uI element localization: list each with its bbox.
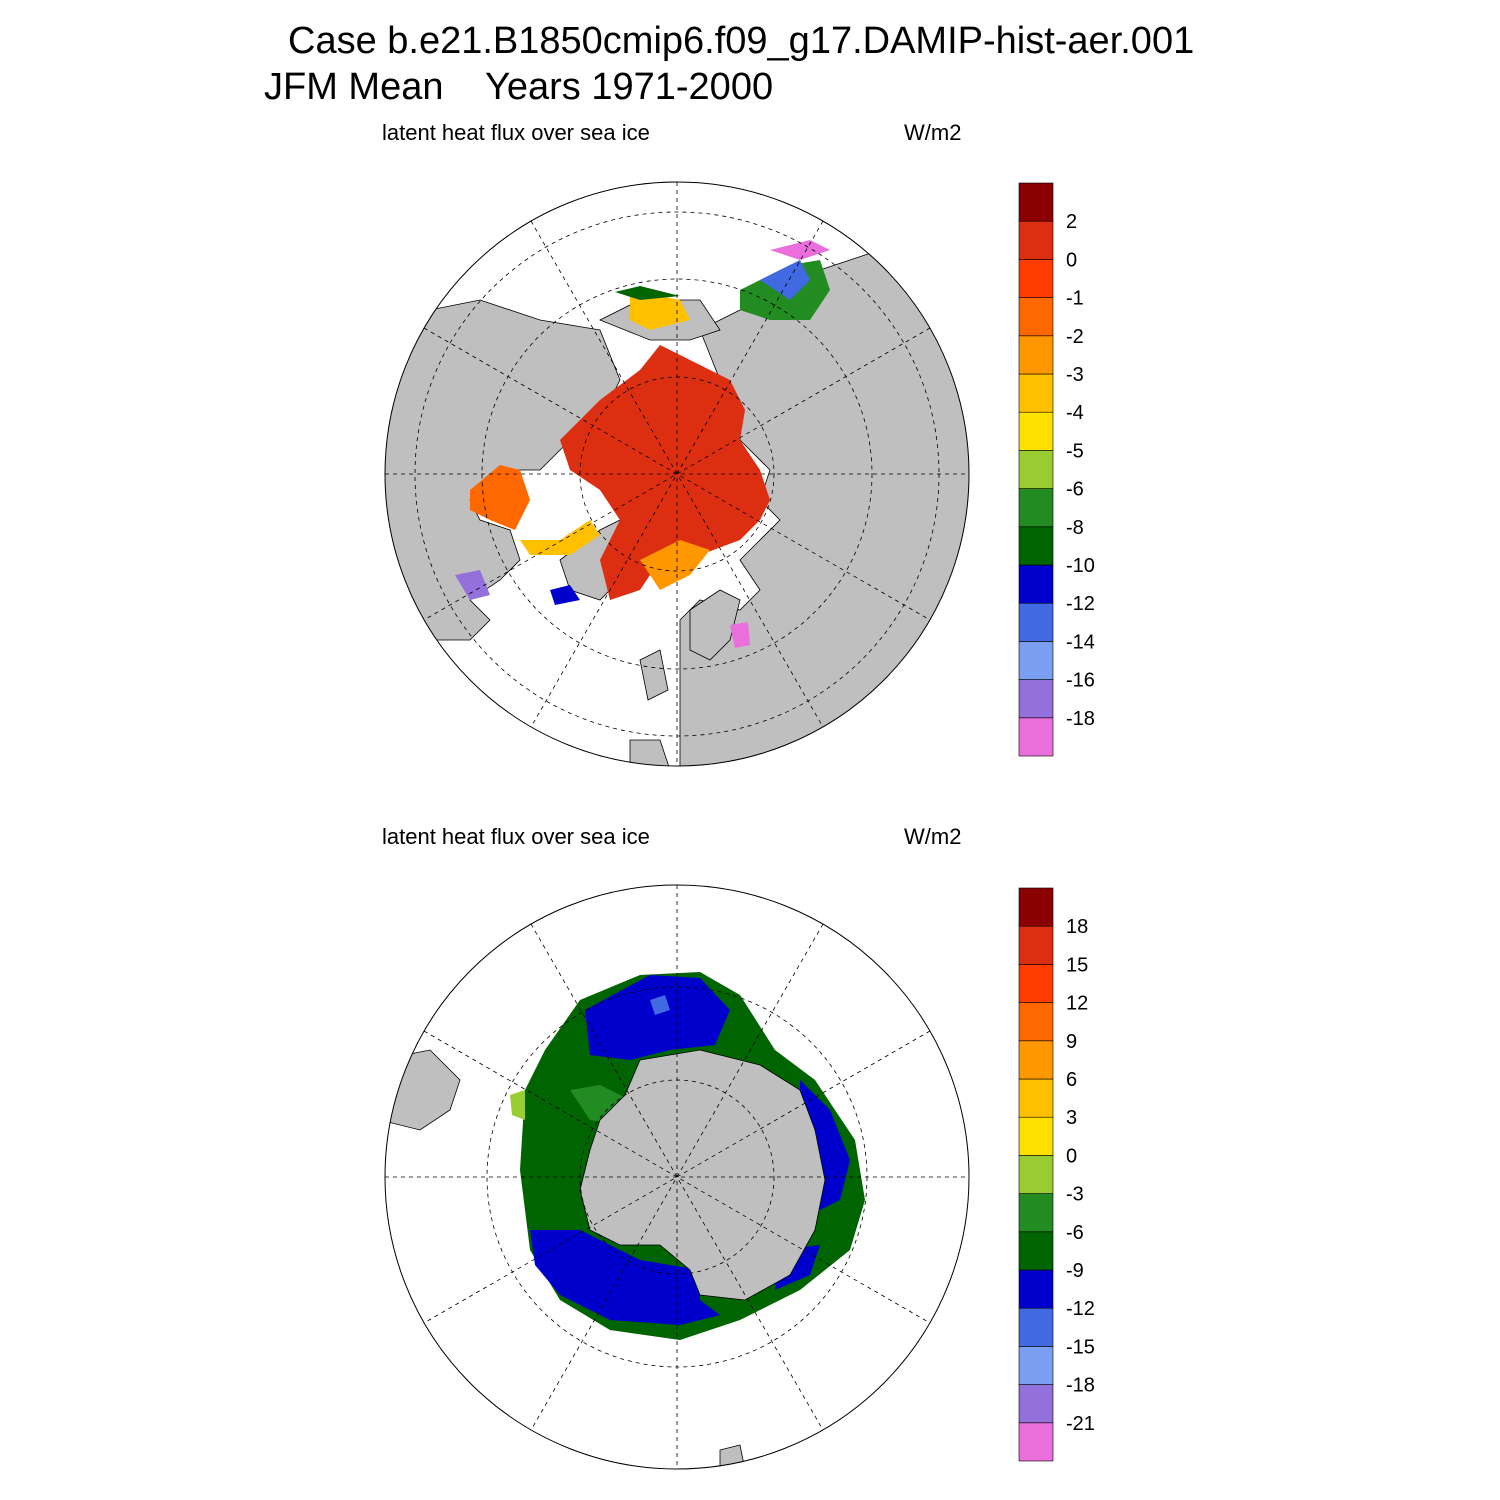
nh-colorbar-swatch [1018,564,1054,604]
sh-colorbar-tick-label: -21 [1066,1413,1095,1435]
sh-colorbar-swatch [1018,1116,1054,1156]
nh-colorbar-swatch [1018,411,1054,451]
sh-map [384,884,970,1470]
plot-title-line1: Case b.e21.B1850cmip6.f09_g17.DAMIP-hist… [288,20,1195,62]
sh-left-label: latent heat flux over sea ice [382,824,650,849]
nh-units-label: W/m2 [904,120,962,145]
sh-colorbar-tick-label: -12 [1066,1298,1095,1320]
nh-land-scandinavia [689,589,741,661]
nh-ice-st-lawrence [455,570,490,600]
nh-colorbar-swatch [1018,259,1054,298]
nh-colorbar-swatch [1018,450,1054,489]
sh-colorbar-swatch [1018,1346,1054,1385]
sh-colorbar-swatch [1018,1307,1054,1347]
nh-map [384,181,970,767]
nh-ice-okhotsk-inner [760,260,810,300]
nh-colorbar-tick-label: -5 [1066,440,1084,462]
sh-ice-weddell [585,975,730,1060]
nh-colorbar-tick-label: -2 [1066,326,1084,348]
nh-colorbar-tick-label: -18 [1066,708,1095,730]
sh-map-border [384,884,970,1470]
sh-colorbar-tick-label: -15 [1066,1336,1095,1358]
nh-colorbar-swatch [1018,220,1054,260]
sh-colorbar-swatch [1018,1078,1054,1118]
sh-colorbar-swatch [1018,1193,1054,1233]
nh-colorbar-tick-label: -10 [1066,555,1095,577]
sh-colorbar-tick-label: -3 [1066,1184,1084,1206]
sh-colorbar-tick-label: 0 [1066,1145,1077,1167]
nh-map-border [384,181,970,767]
nh-ice-okhotsk-edge [770,240,830,260]
nh-graticule [385,182,969,766]
sh-colorbar-swatch [1018,925,1054,965]
nh-colorbar-swatch [1018,602,1054,642]
nh-ice-baltic [730,622,750,648]
nh-colorbar-tick-label: -6 [1066,479,1084,501]
nh-colorbar-tick-label: -14 [1066,631,1095,653]
sh-ice-ross [530,1230,720,1325]
sh-units-label: W/m2 [904,824,962,849]
sh-land [385,1049,826,1469]
nh-colorbar-swatch [1018,526,1054,566]
nh-ice-core [560,345,770,600]
nh-colorbar-tick-label: -1 [1066,288,1084,310]
nh-left-label: latent heat flux over sea ice [382,120,650,145]
sh-colorbar-tick-label: 18 [1066,916,1088,938]
sh-colorbar-tick-label: -6 [1066,1222,1084,1244]
sh-ice-drake [510,1090,525,1120]
nh-ice-bering [630,290,690,330]
nh-sea-ice-field [455,240,830,648]
nh-colorbar-tick-label: -3 [1066,364,1084,386]
nh-colorbar-swatch [1018,373,1054,413]
sh-land-antarctica [579,1049,826,1301]
nh-ice-labrador-edge [550,585,580,605]
sh-colorbar-tick-label: 9 [1066,1031,1077,1053]
nh-ice-labrador [520,520,600,555]
nh-colorbar-tick-label: 2 [1066,211,1077,233]
sh-colorbar-tick-label: 12 [1066,993,1088,1015]
nh-colorbar-swatch [1018,488,1054,528]
sh-colorbar: 18 15 12 9 6 3 0 -3 -6 -9 -12 -15 -18 -21 [1018,887,1095,1462]
sh-colorbar-tick-label: 3 [1066,1107,1077,1129]
sh-colorbar-swatch [1018,1040,1054,1080]
nh-ice-bering-edge [615,286,680,300]
sh-colorbar-swatch [1018,887,1054,927]
nh-ice-hudson [470,465,530,530]
nh-land-uk [639,649,669,701]
sh-colorbar-swatch [1018,1422,1054,1462]
sh-colorbar-swatch [1018,964,1054,1003]
nh-colorbar-tick-label: -12 [1066,593,1095,615]
nh-colorbar-tick-label: -4 [1066,402,1084,424]
sh-colorbar-tick-label: -9 [1066,1260,1084,1282]
sh-ice-east [800,1080,850,1210]
sh-colorbar-tick-label: 15 [1066,954,1088,976]
nh-colorbar-swatch [1018,335,1054,375]
nh-colorbar: 2 0 -1 -2 -3 -4 -5 -6 -8 -10 -12 -14 -16 -18 [1018,182,1095,757]
sh-colorbar-swatch [1018,1231,1054,1271]
nh-colorbar-tick-label: 0 [1066,249,1077,271]
nh-colorbar-swatch [1018,679,1054,719]
sh-colorbar-swatch [1018,1002,1054,1042]
nh-colorbar-swatch [1018,717,1054,757]
nh-colorbar-swatch [1018,641,1054,680]
sh-graticule [385,885,969,1469]
nh-ice-greenland-sea [640,540,710,590]
nh-land-iberia [629,739,671,766]
nh-colorbar-tick-label: -16 [1066,670,1095,692]
sh-colorbar-swatch [1018,1269,1054,1309]
nh-colorbar-swatch [1018,297,1054,337]
nh-colorbar-swatch [1018,182,1054,222]
sh-colorbar-tick-label: -18 [1066,1375,1095,1397]
sh-colorbar-swatch [1018,1155,1054,1194]
sh-colorbar-tick-label: 6 [1066,1069,1077,1091]
sh-colorbar-swatch [1018,1384,1054,1424]
plot-title-line2: JFM Mean Years 1971-2000 [264,66,774,108]
sh-ice-weddell-center [650,995,670,1015]
nh-colorbar-tick-label: -8 [1066,517,1084,539]
